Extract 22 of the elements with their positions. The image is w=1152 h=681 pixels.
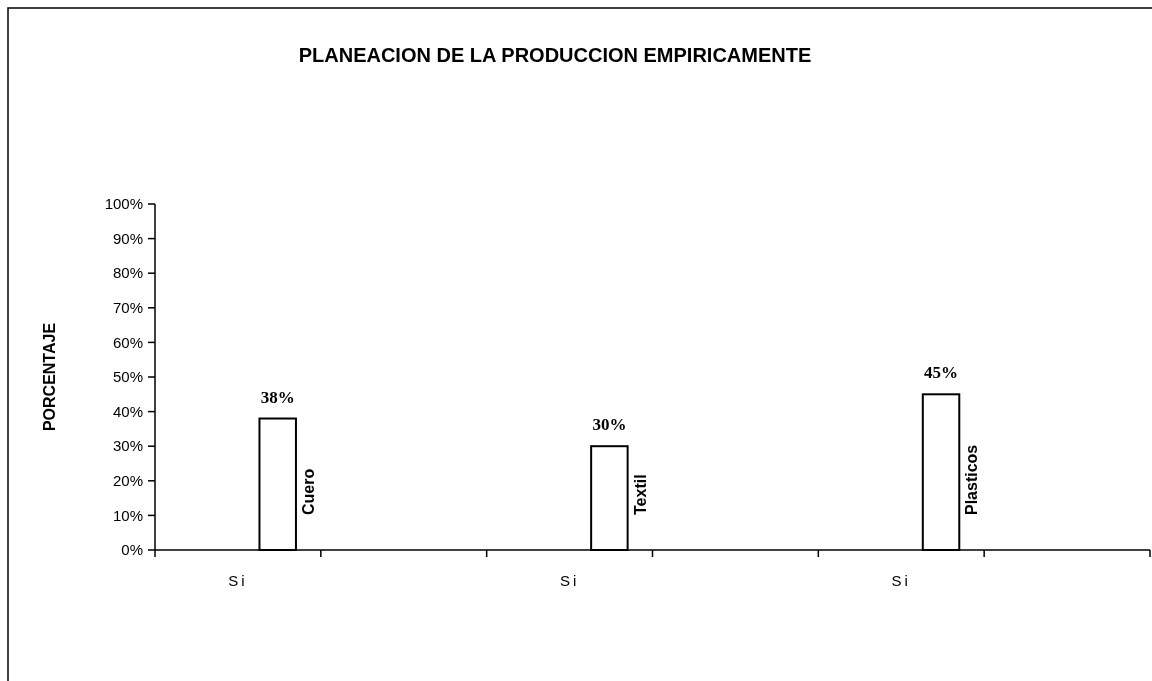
y-tick-label: 0% [121, 541, 143, 559]
y-tick-label: 40% [112, 402, 143, 420]
text: Cuero [299, 468, 317, 515]
y-tick-label: 60% [112, 333, 143, 351]
y-tick-label: 20% [112, 472, 143, 490]
x-tick-label: Si [891, 572, 911, 589]
data-label: 38% [260, 387, 295, 407]
y-tick-label: 30% [112, 437, 143, 455]
text: Plasticos [963, 444, 981, 515]
y-tick-label: 90% [112, 229, 143, 247]
y-tick-label: 70% [112, 299, 143, 317]
x-tick-label: Si [559, 572, 580, 589]
y-axis-title: PORCENTAJE [41, 322, 58, 432]
y-tick-label: 10% [112, 506, 143, 524]
y-tick-label: 50% [112, 368, 143, 386]
y-tick-label: 80% [112, 264, 143, 282]
x-tick-label: Si [228, 572, 248, 589]
data-label: 45% [924, 363, 959, 383]
y-tick-label: 100% [104, 195, 143, 213]
data-label: 30% [592, 415, 627, 435]
chart-title: PLANEACION DE LA PRODUCCION EMPIRICAMENTE [298, 44, 812, 66]
text: Textil [631, 474, 649, 515]
